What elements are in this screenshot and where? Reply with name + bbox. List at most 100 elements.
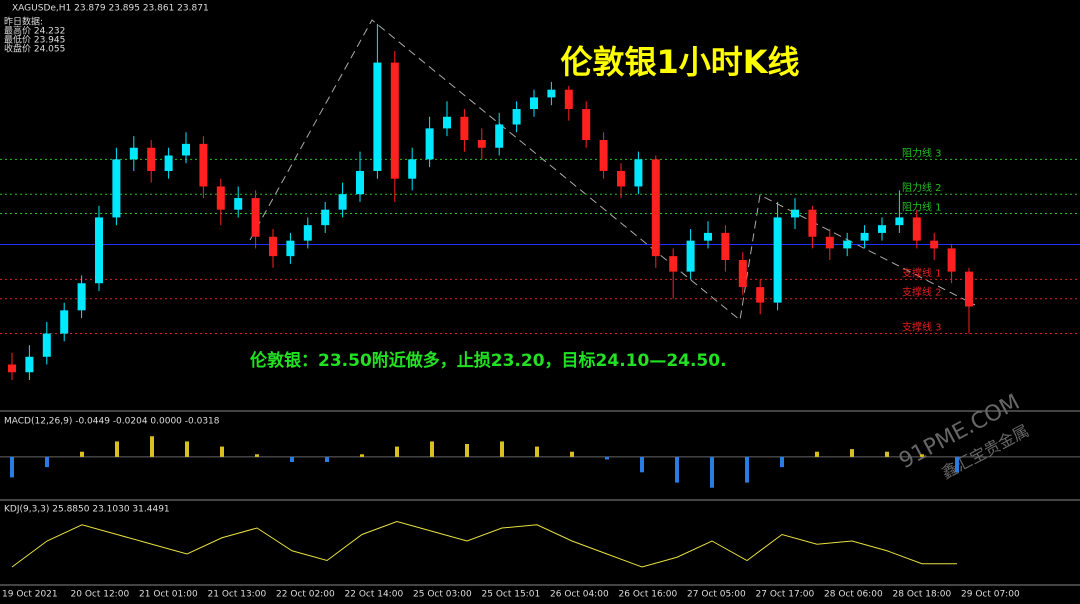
x-tick-label: 21 Oct 13:00 (208, 590, 267, 600)
macd-bar (290, 456, 294, 462)
symbol-info: XAGUSDe,H1 23.879 23.895 23.861 23.871 (12, 4, 209, 14)
macd-bar (605, 456, 609, 460)
candle-body (756, 287, 765, 303)
prev-day-title: 昨日数据: (4, 16, 43, 28)
chart-title: 伦敦银1小时K线 (560, 43, 799, 81)
candle-body (425, 128, 434, 160)
macd-bar (675, 456, 679, 483)
macd-bar (115, 441, 119, 457)
macd-bar (220, 446, 224, 457)
macd-bar (640, 456, 644, 473)
candle-body (582, 109, 591, 140)
candle-body (112, 159, 121, 218)
macd-bar (850, 449, 854, 457)
candle-body (564, 89, 573, 110)
candle-body (860, 232, 869, 241)
macd-bar (185, 441, 189, 457)
candle-body (738, 260, 747, 288)
candle-body (443, 116, 451, 129)
candle-body (408, 159, 417, 179)
level-label: 阻力线 2 (902, 181, 942, 194)
candle-body (912, 217, 921, 241)
candle-body (808, 209, 817, 237)
x-tick-label: 25 Oct 03:00 (413, 590, 472, 600)
candle-body (60, 310, 69, 334)
candle-body (95, 217, 103, 284)
candle-body (512, 109, 521, 125)
candle-body (878, 225, 886, 233)
candle-body (843, 240, 852, 249)
candle-body (547, 89, 556, 98)
x-tick-label: 22 Oct 02:00 (276, 590, 335, 600)
candle-body (947, 248, 956, 272)
candle-body (147, 147, 156, 171)
level-label: 阻力线 3 (902, 146, 942, 159)
candle-body (199, 143, 208, 187)
candle-body (216, 186, 225, 210)
level-label: 支撑线 2 (902, 286, 942, 299)
candle-body (686, 240, 695, 272)
macd-bar (780, 456, 784, 468)
candle-body (182, 143, 190, 156)
candle-body (25, 356, 34, 373)
macd-bar (395, 446, 399, 457)
candle-body (930, 240, 939, 249)
prev-day-line: 收盘价 24.055 (4, 43, 65, 55)
macd-bar (150, 436, 154, 457)
x-tick-label: 28 Oct 18:00 (893, 590, 952, 600)
candle-body (669, 256, 678, 272)
prev-day-line: 最高价 24.232 (4, 25, 65, 37)
x-tick-label: 21 Oct 01:00 (139, 590, 198, 600)
x-tick-label: 27 Oct 17:00 (756, 590, 815, 600)
candle-body (234, 198, 243, 210)
candle-body (599, 140, 608, 171)
kdj-line (11, 520, 957, 568)
macd-bar (325, 456, 329, 462)
candle-body (251, 198, 260, 237)
level-label: 阻力线 1 (902, 201, 942, 214)
candle-body (303, 225, 312, 241)
candle-body (321, 209, 330, 226)
candle-body (356, 170, 364, 195)
candle-body (477, 140, 486, 148)
x-tick-label: 28 Oct 06:00 (824, 590, 883, 600)
candle-body (77, 283, 86, 311)
candle-body (773, 217, 782, 303)
candle-body (965, 271, 973, 307)
candle-body (269, 236, 277, 257)
macd-bar (360, 454, 364, 457)
candle-body (704, 232, 712, 241)
macd-bar (955, 456, 959, 473)
x-tick-label: 29 Oct 07:00 (961, 590, 1020, 600)
candle-body (617, 170, 625, 187)
candle-body (634, 159, 643, 187)
level-label: 支撑线 3 (902, 321, 942, 334)
macd-label: MACD(12,26,9) -0.0449 -0.0204 0.0000 -0.… (4, 417, 220, 427)
prev-day-line: 最低价 23.945 (4, 34, 65, 46)
candle-body (129, 147, 138, 160)
kdj-label: KDJ(9,3,3) 25.8850 23.1030 31.4491 (4, 505, 170, 515)
candle-body (895, 217, 904, 226)
x-tick-label: 26 Oct 04:00 (550, 590, 609, 600)
candle-body (460, 116, 469, 140)
candle-body (651, 159, 660, 257)
macd-bar (500, 441, 504, 457)
macd-bar (815, 451, 819, 457)
x-tick-label: 22 Oct 14:00 (345, 590, 404, 600)
x-tick-label: 26 Oct 16:00 (619, 590, 678, 600)
macd-bar (920, 454, 924, 457)
candle-body (721, 232, 730, 260)
x-tick-label: 25 Oct 15:01 (482, 590, 541, 600)
candle-body (286, 240, 295, 257)
macd-bar (710, 456, 714, 488)
macd-bar (745, 456, 749, 483)
macd-bar (10, 456, 14, 478)
candle-body (495, 124, 504, 148)
candle-body (390, 62, 399, 179)
macd-bar (570, 451, 574, 457)
x-tick-label: 27 Oct 05:00 (687, 590, 746, 600)
candle-body (530, 97, 538, 110)
macd-bar (255, 454, 259, 457)
